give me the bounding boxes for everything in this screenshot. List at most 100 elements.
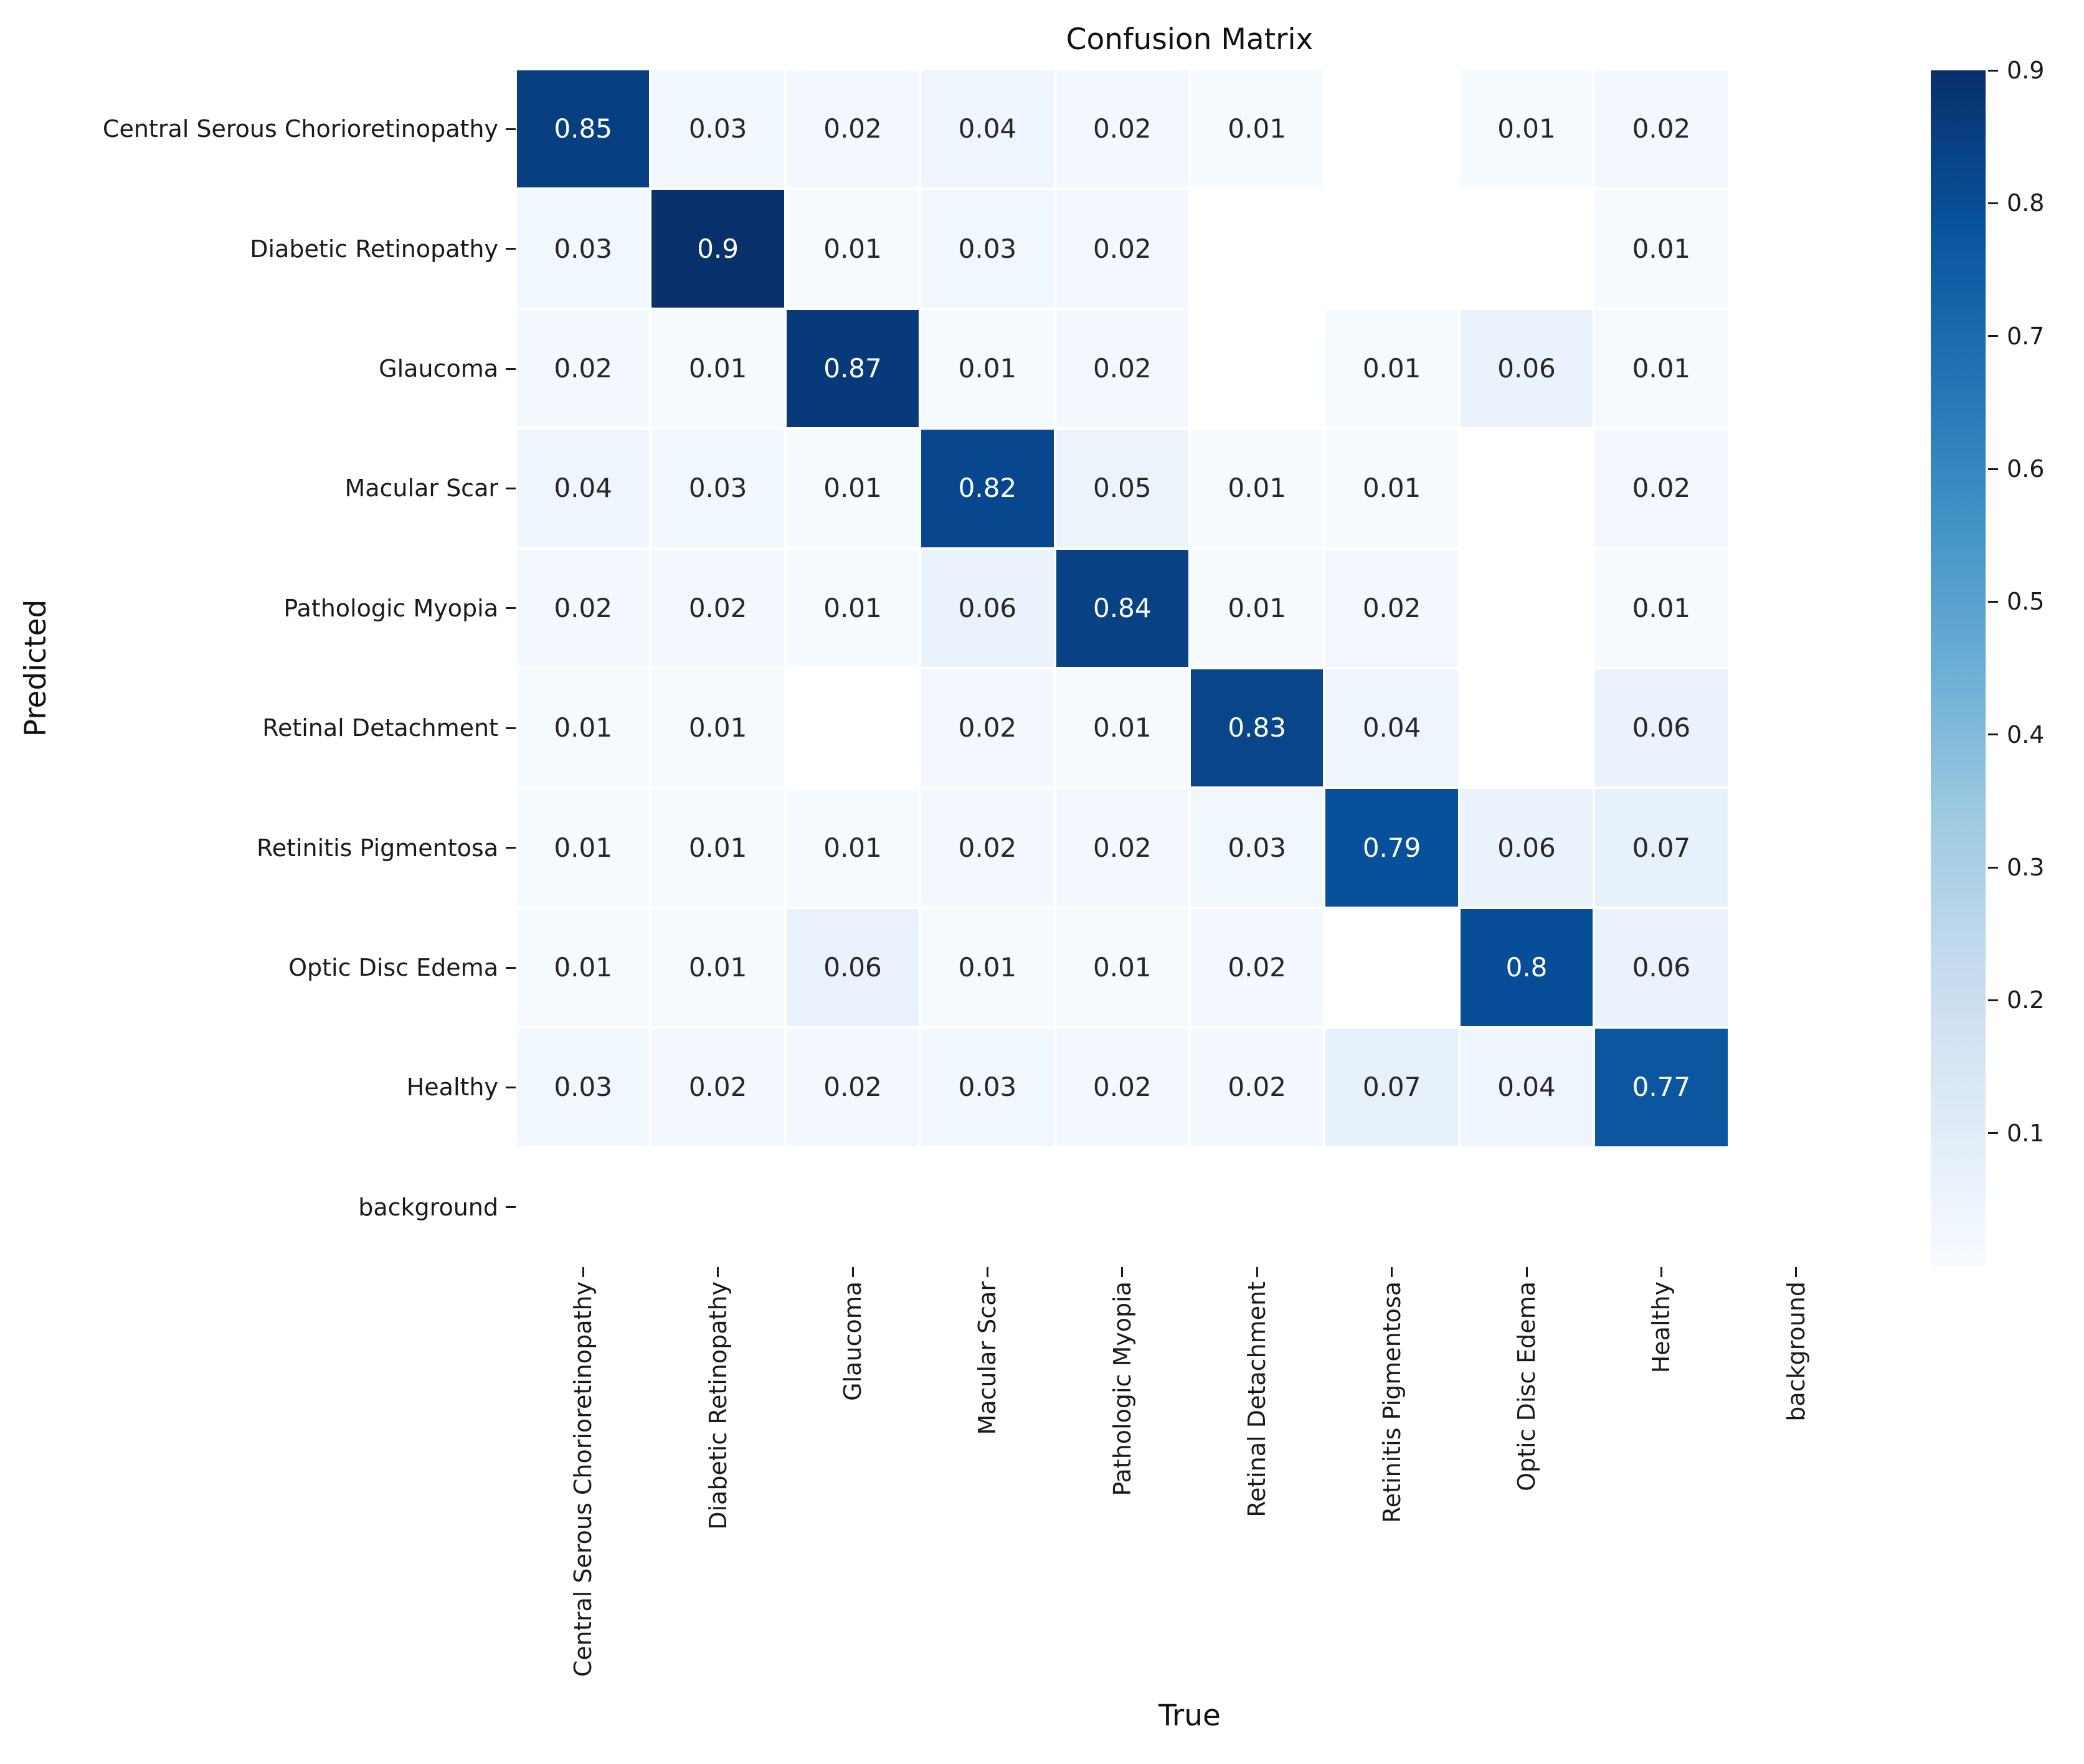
- matrix-cell: [1325, 1148, 1458, 1266]
- matrix-cell: 0.02: [1190, 908, 1324, 1027]
- x-tick-mark: [986, 1267, 988, 1277]
- y-tick-label: Glaucoma: [379, 355, 498, 382]
- matrix-cell: [1460, 669, 1593, 787]
- matrix-cell: 0.04: [921, 70, 1054, 188]
- matrix-cell: 0.04: [517, 430, 650, 547]
- matrix-cell: 0.02: [1325, 549, 1458, 667]
- x-tick-label: Retinitis Pigmentosa: [1378, 1281, 1406, 1523]
- matrix-cell: 0.01: [651, 669, 784, 787]
- y-tick-label: Pathologic Myopia: [283, 594, 498, 622]
- colorbar-tick-label: 0.3: [2007, 854, 2045, 881]
- matrix-cell: 0.02: [1056, 70, 1188, 188]
- y-tick-label: Macular Scar: [344, 474, 498, 502]
- matrix-cell: 0.01: [1460, 70, 1593, 188]
- x-tick-mark: [1795, 1267, 1797, 1277]
- colorbar-tick-label: 0.9: [2007, 57, 2045, 84]
- matrix-cell: 0.01: [1595, 309, 1728, 428]
- colorbar-tick-label: 0.1: [2007, 1119, 2045, 1147]
- x-tick-mark: [1525, 1267, 1528, 1277]
- matrix-cell: [1460, 549, 1593, 667]
- matrix-cell: 0.02: [517, 309, 650, 428]
- matrix-cell: 0.9: [651, 190, 784, 308]
- matrix-cell: 0.84: [1056, 549, 1188, 667]
- x-axis-title: True: [1158, 1699, 1221, 1733]
- colorbar-tick-mark: [1988, 69, 1998, 72]
- y-tick-label: background: [358, 1193, 498, 1221]
- x-tick-mark: [1391, 1267, 1393, 1277]
- y-tick-label: Healthy: [406, 1073, 498, 1101]
- matrix-cell: 0.02: [1595, 430, 1728, 547]
- matrix-cell: [1056, 1148, 1188, 1266]
- y-tick-mark: [506, 727, 516, 729]
- matrix-cell: 0.02: [921, 789, 1054, 907]
- matrix-cell: 0.03: [651, 70, 784, 188]
- matrix-cell: 0.06: [1595, 669, 1728, 787]
- y-tick-label: Diabetic Retinopathy: [250, 235, 498, 263]
- x-tick-label: Pathologic Myopia: [1108, 1281, 1136, 1496]
- matrix-cell: 0.01: [1595, 190, 1728, 308]
- matrix-cell: 0.02: [651, 549, 784, 667]
- matrix-cell: 0.06: [1460, 789, 1593, 907]
- colorbar-tick-mark: [1988, 1132, 1998, 1134]
- matrix-cell: 0.02: [786, 1029, 919, 1146]
- matrix-cell: 0.79: [1325, 789, 1458, 907]
- y-tick-mark: [506, 607, 516, 610]
- matrix-cell: 0.02: [786, 70, 919, 188]
- matrix-cell: 0.77: [1595, 1029, 1728, 1146]
- matrix-cell: 0.85: [517, 70, 650, 188]
- matrix-cell: 0.04: [1325, 669, 1458, 787]
- matrix-cell: 0.03: [517, 190, 650, 308]
- colorbar-tick-mark: [1988, 600, 1998, 603]
- matrix-cell: 0.03: [921, 1029, 1054, 1146]
- x-tick-label: background: [1782, 1281, 1810, 1422]
- matrix-cell: 0.01: [651, 789, 784, 907]
- matrix-cell: [1325, 908, 1458, 1027]
- matrix-cell: [1730, 309, 1862, 428]
- matrix-cell: [786, 1148, 919, 1266]
- matrix-cell: 0.01: [517, 669, 650, 787]
- matrix-cell: [1325, 190, 1458, 308]
- matrix-cell: [1190, 1148, 1324, 1266]
- matrix-cell: 0.01: [651, 309, 784, 428]
- matrix-cell: 0.01: [1190, 549, 1324, 667]
- matrix-cell: 0.01: [786, 430, 919, 547]
- matrix-cell: 0.04: [1460, 1029, 1593, 1146]
- matrix-cell: [1730, 789, 1862, 907]
- matrix-cell: [1730, 1029, 1862, 1146]
- x-tick-mark: [1660, 1267, 1662, 1277]
- y-tick-mark: [506, 1086, 516, 1088]
- y-tick-label: Central Serous Chorioretinopathy: [102, 115, 498, 143]
- matrix-cell: 0.02: [1595, 70, 1728, 188]
- matrix-cell: 0.06: [1595, 908, 1728, 1027]
- matrix-cell: 0.01: [1325, 309, 1458, 428]
- y-tick-mark: [506, 1206, 516, 1209]
- x-tick-label: Diabetic Retinopathy: [704, 1281, 732, 1530]
- matrix-cell: [786, 669, 919, 787]
- matrix-cell: 0.01: [786, 190, 919, 308]
- matrix-cell: [1190, 190, 1324, 308]
- y-tick-label: Retinitis Pigmentosa: [257, 834, 498, 862]
- colorbar-tick-label: 0.8: [2007, 189, 2045, 217]
- matrix-cell: 0.8: [1460, 908, 1593, 1027]
- x-tick-label: Central Serous Chorioretinopathy: [569, 1281, 597, 1677]
- colorbar-tick-mark: [1988, 468, 1998, 470]
- x-tick-mark: [717, 1267, 719, 1277]
- colorbar-tick-label: 0.2: [2007, 986, 2045, 1014]
- matrix-cell: 0.06: [921, 549, 1054, 667]
- y-tick-mark: [506, 248, 516, 250]
- matrix-cell: 0.01: [1190, 70, 1324, 188]
- y-tick-mark: [506, 128, 516, 130]
- matrix-cell: 0.02: [1190, 1029, 1324, 1146]
- y-tick-mark: [506, 367, 516, 370]
- x-tick-mark: [1121, 1267, 1124, 1277]
- matrix-cell: [1460, 190, 1593, 308]
- y-tick-label: Optic Disc Edema: [288, 954, 498, 981]
- matrix-cell: 0.02: [1056, 789, 1188, 907]
- matrix-cell: [1730, 70, 1862, 188]
- matrix-cell: [921, 1148, 1054, 1266]
- matrix-cell: 0.03: [1190, 789, 1324, 907]
- x-tick-label: Retinal Detachment: [1243, 1281, 1271, 1517]
- matrix-cell: [1460, 430, 1593, 547]
- matrix-cell: 0.01: [1190, 430, 1324, 547]
- chart-title: Confusion Matrix: [1066, 22, 1314, 57]
